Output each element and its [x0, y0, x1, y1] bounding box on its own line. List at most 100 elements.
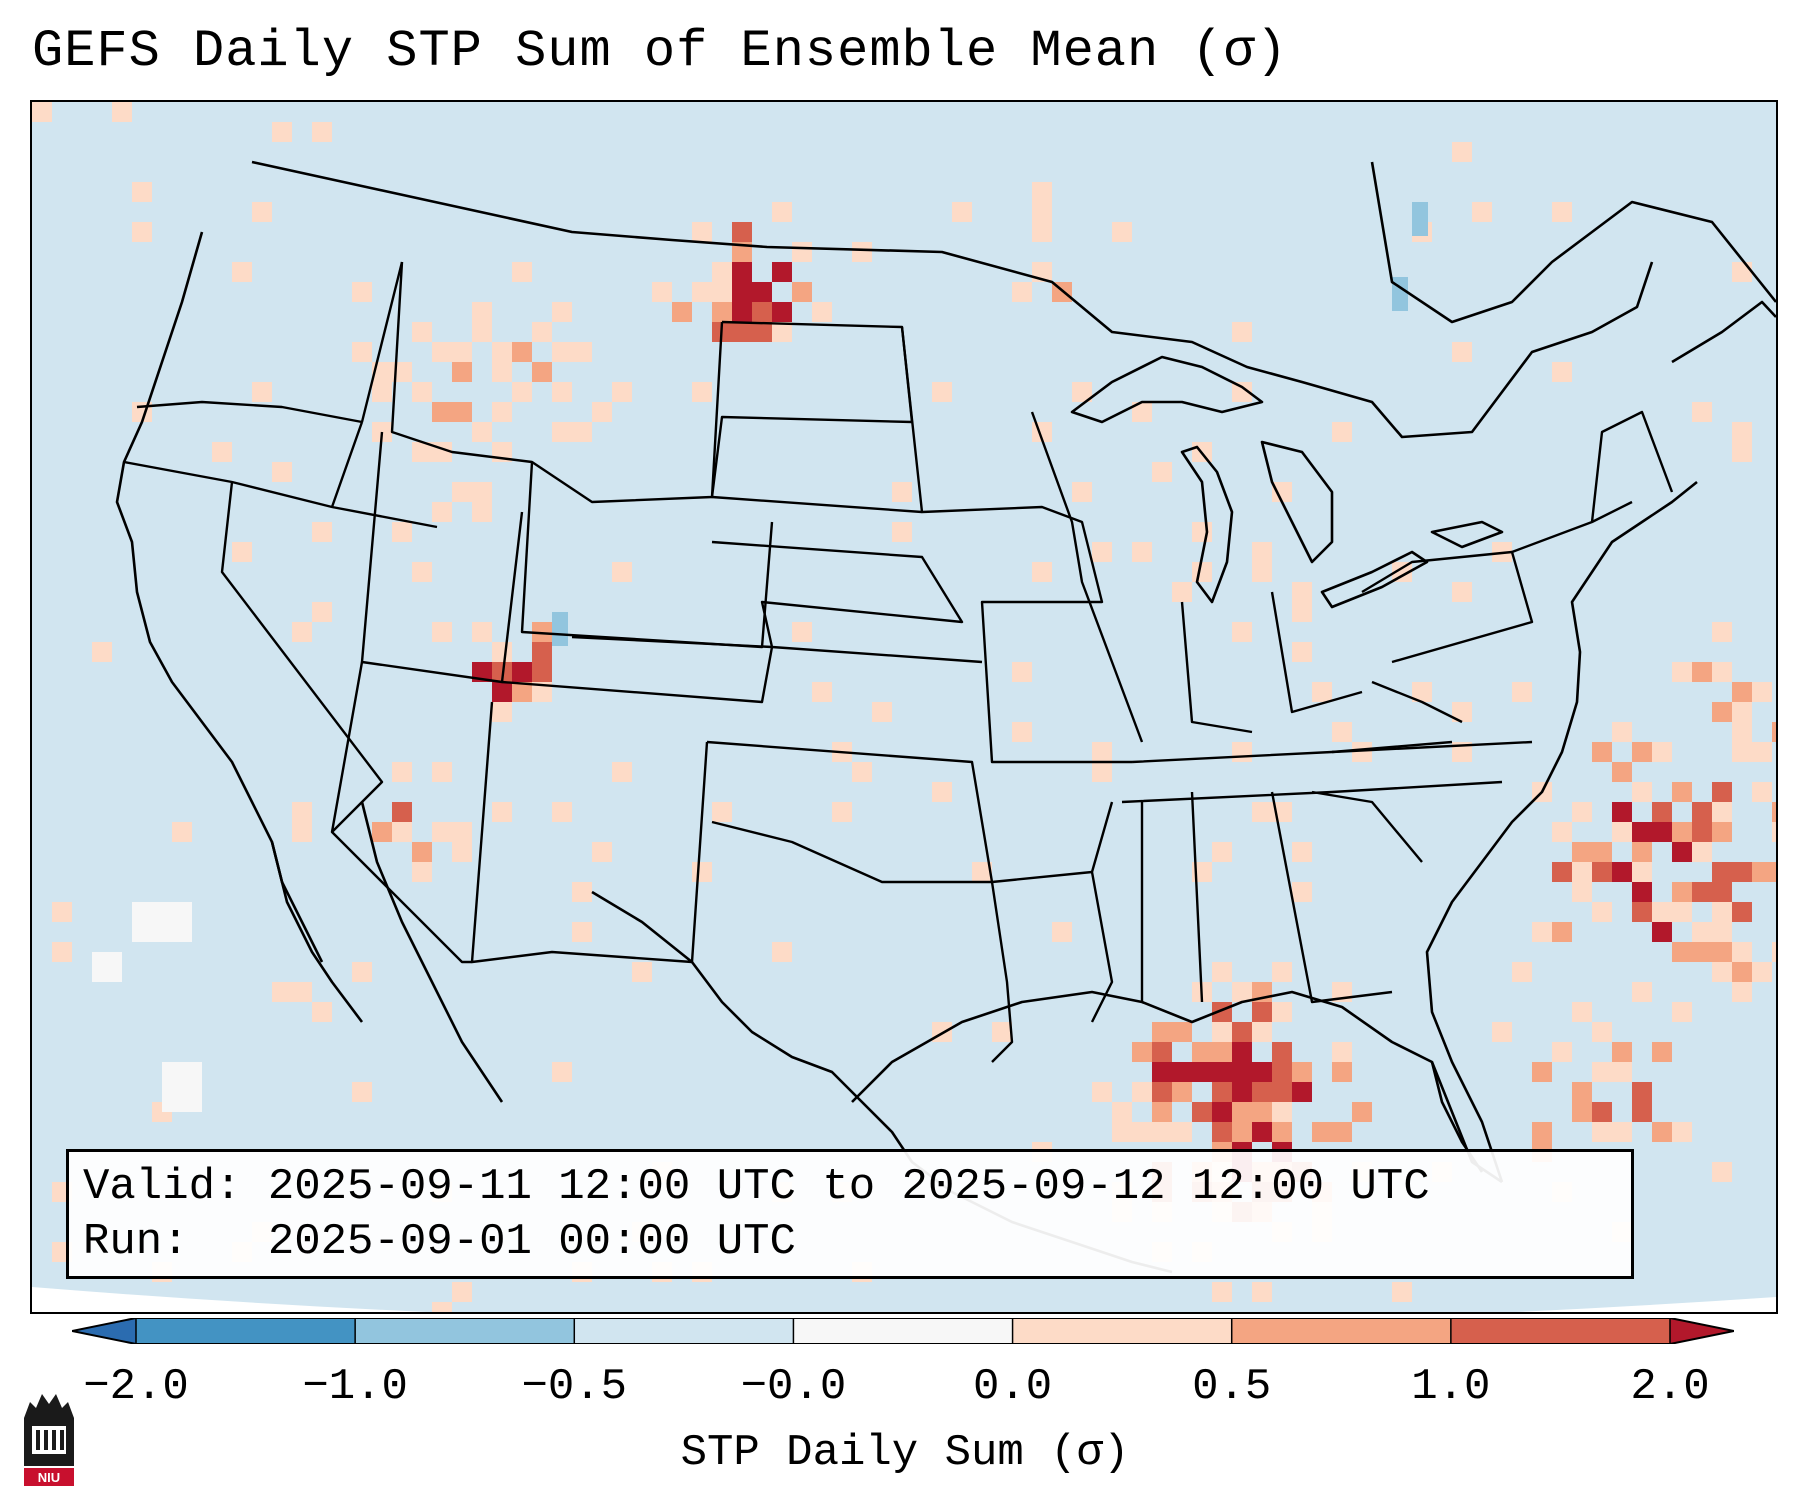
anomaly-cell	[1232, 1042, 1252, 1062]
anomaly-cell	[1212, 1122, 1232, 1142]
anomaly-cell	[1772, 802, 1776, 822]
anomaly-cell	[252, 202, 272, 222]
anomaly-cell	[1292, 582, 1312, 602]
anomaly-cell	[1772, 722, 1776, 742]
anomaly-cell	[1672, 1122, 1692, 1142]
lake-michigan	[1180, 445, 1234, 604]
anomaly-cell	[1772, 942, 1776, 962]
anomaly-cell	[1492, 1022, 1512, 1042]
anomaly-cell	[1452, 342, 1472, 362]
anomaly-cell	[1632, 842, 1652, 862]
anomaly-cell	[172, 822, 192, 842]
anomaly-cell	[1712, 902, 1732, 922]
anomaly-cell	[1012, 282, 1032, 302]
anomaly-cell	[1532, 1062, 1552, 1082]
anomaly-cell	[1772, 822, 1776, 842]
anomaly-cell	[1652, 742, 1672, 762]
anomaly-cell	[352, 342, 372, 362]
anomaly-cell	[552, 802, 572, 822]
anomaly-cell	[552, 422, 572, 442]
anomaly-cell	[372, 362, 392, 382]
dakotas	[710, 320, 923, 514]
colorbar-bin	[793, 1318, 1014, 1344]
anomaly-cell	[1592, 1102, 1612, 1122]
anomaly-cell	[1552, 202, 1572, 222]
anomaly-cell	[552, 1062, 572, 1082]
anomaly-cell	[432, 822, 452, 842]
anomaly-cell	[1112, 222, 1132, 242]
anomaly-cell	[1212, 1282, 1232, 1302]
anomaly-cell	[1672, 822, 1692, 842]
anomaly-cell	[1312, 1122, 1332, 1142]
anomaly-cell	[1272, 1082, 1292, 1102]
anomaly-cell	[352, 282, 372, 302]
anomaly-cell	[232, 262, 252, 282]
anomaly-cell	[312, 602, 332, 622]
colorbar-tick-label: −1.0	[302, 1362, 408, 1412]
anomaly-cell	[1152, 1102, 1172, 1122]
anomaly-cell	[732, 322, 752, 342]
anomaly-cell	[1732, 682, 1752, 702]
ut-border	[360, 431, 524, 684]
anomaly-cell	[1172, 1082, 1192, 1102]
baja-coast	[270, 841, 364, 1023]
colorbar-tick-label: 1.0	[1411, 1362, 1491, 1412]
anomaly-cell	[272, 122, 292, 142]
anomaly-cell	[1732, 742, 1752, 762]
anomaly-cell	[1752, 862, 1772, 882]
anomaly-cell	[532, 682, 552, 702]
anomaly-cell	[52, 942, 72, 962]
anomaly-cell	[452, 402, 472, 422]
anomaly-cell	[772, 302, 792, 322]
anomaly-cell	[1172, 1022, 1192, 1042]
anomaly-cell	[452, 362, 472, 382]
anomaly-cell	[552, 342, 572, 362]
anomaly-cell	[892, 522, 912, 542]
anomaly-cell	[1632, 902, 1652, 922]
anomaly-cell	[1652, 1122, 1672, 1142]
anomaly-cell	[1212, 842, 1232, 862]
anomaly-cell	[812, 302, 832, 322]
or-ca-border	[123, 460, 438, 529]
anomaly-cell	[1592, 902, 1612, 922]
colorbar-extend-high	[1670, 1318, 1734, 1344]
sc-nc	[1311, 740, 1453, 863]
anomaly-cell	[1552, 1042, 1572, 1062]
anomaly-cell	[1192, 562, 1212, 582]
anomaly-cell	[1132, 542, 1152, 562]
anomaly-cell	[1332, 422, 1352, 442]
anomaly-cell	[572, 342, 592, 362]
anomaly-cell	[792, 282, 812, 302]
anomaly-cell	[412, 562, 432, 582]
anomaly-cell	[1332, 1122, 1352, 1142]
anomaly-cell	[1332, 1042, 1352, 1062]
anomaly-cell	[1652, 822, 1672, 842]
anomaly-cell	[432, 402, 452, 422]
anomaly-cell	[592, 402, 612, 422]
anomaly-cell	[1652, 922, 1672, 942]
anomaly-cell	[552, 302, 572, 322]
anomaly-cell	[432, 622, 452, 642]
anomaly-cell	[1152, 462, 1172, 482]
anomaly-cell	[792, 242, 812, 262]
anomaly-cell	[1692, 822, 1712, 842]
anomaly-cell	[472, 482, 492, 502]
anomaly-cell	[872, 702, 892, 722]
anomaly-cell	[572, 882, 592, 902]
anomaly-cell	[412, 442, 432, 462]
anomaly-cell	[1672, 902, 1692, 922]
anomaly-cell	[932, 382, 952, 402]
anomaly-cell	[1252, 1002, 1272, 1022]
anomaly-cell	[412, 382, 432, 402]
tx-east	[990, 881, 1014, 1063]
anomaly-cell	[812, 682, 832, 702]
mexico-west-coast	[360, 801, 504, 1103]
anomaly-cell	[1172, 582, 1192, 602]
anomaly-cell	[1172, 1062, 1192, 1082]
anomaly-cell	[1712, 862, 1732, 882]
anomaly-cell	[1212, 962, 1232, 982]
anomaly-cell	[1252, 802, 1272, 822]
anomaly-cell	[1672, 842, 1692, 862]
anomaly-cell	[512, 682, 532, 702]
anomaly-cell	[1752, 742, 1772, 762]
